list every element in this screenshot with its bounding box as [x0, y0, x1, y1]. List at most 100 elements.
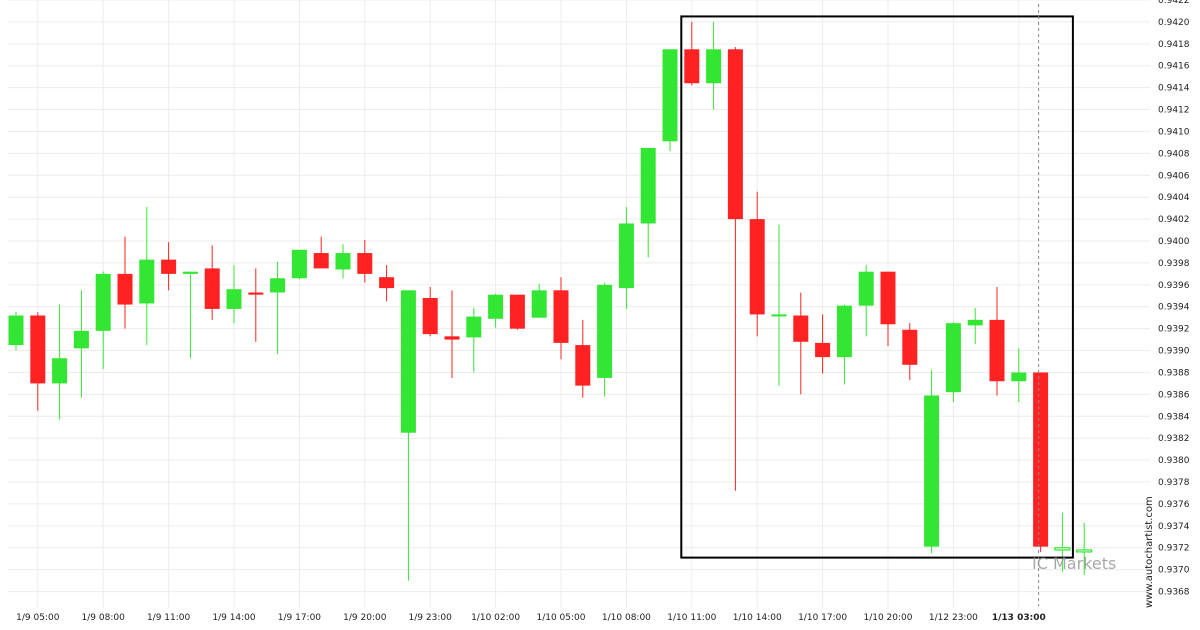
candle — [989, 287, 1005, 396]
y-tick-label: 0.9406 — [1158, 171, 1190, 181]
y-axis: 0.9368 0.9370 0.9372 0.9374 0.9376 0.9378 0.93… — [1158, 0, 1190, 598]
candle — [858, 265, 874, 337]
candle-body — [924, 395, 940, 547]
candle — [531, 283, 547, 318]
y-tick-label: 0.9402 — [1158, 215, 1190, 225]
candle — [836, 304, 852, 385]
y-tick-label: 0.9382 — [1158, 434, 1190, 444]
candle-body — [858, 271, 874, 306]
y-tick-label: 0.9392 — [1158, 325, 1190, 335]
candle-body — [967, 319, 983, 326]
x-tick-label: 1/9 20:00 — [343, 613, 387, 623]
candle-body — [1054, 547, 1071, 551]
candle-body — [662, 49, 678, 142]
candle — [1033, 372, 1049, 553]
candle — [52, 304, 68, 420]
candle-body — [30, 315, 46, 384]
y-tick-label: 0.9414 — [1158, 84, 1190, 94]
x-tick-label: 1/9 11:00 — [147, 613, 191, 623]
x-tick-label: 1/13 03:00 — [992, 613, 1046, 623]
candle-body — [945, 323, 961, 393]
x-tick-label: 1/9 05:00 — [16, 613, 60, 623]
candle — [400, 290, 416, 581]
candle-body — [488, 294, 504, 319]
candle — [880, 271, 896, 347]
candle — [967, 307, 983, 344]
candle-body — [640, 147, 656, 224]
candle — [95, 271, 111, 370]
ic-markets-watermark: IC Markets — [1032, 554, 1116, 573]
candle-body — [1033, 372, 1049, 547]
candle — [662, 49, 678, 152]
candle — [553, 277, 569, 360]
candle — [924, 370, 940, 554]
candle-body — [989, 319, 1005, 382]
candle-body — [553, 290, 569, 343]
candle — [444, 290, 460, 378]
y-tick-label: 0.9380 — [1158, 456, 1190, 466]
x-tick-label: 1/10 11:00 — [667, 613, 716, 623]
candle-body — [444, 336, 460, 340]
candle — [270, 261, 286, 354]
candle-body — [52, 358, 68, 384]
candle-body — [793, 315, 809, 342]
candle-body — [291, 249, 307, 279]
candle — [1076, 522, 1093, 576]
x-tick-label: 1/9 08:00 — [82, 613, 126, 623]
candle-body — [226, 289, 242, 309]
candle-body — [880, 271, 896, 325]
x-tick-label: 1/9 14:00 — [212, 613, 256, 623]
y-tick-label: 0.9396 — [1158, 281, 1190, 291]
x-tick-label: 1/10 08:00 — [602, 613, 651, 623]
candle-body — [8, 315, 24, 346]
candle — [749, 191, 765, 337]
candle-body — [618, 223, 634, 289]
y-tick-label: 0.9374 — [1158, 522, 1190, 532]
y-tick-label: 0.9398 — [1158, 259, 1190, 269]
candle — [117, 236, 133, 329]
candle — [727, 47, 743, 491]
candle — [1011, 348, 1027, 403]
candle — [422, 287, 438, 337]
y-tick-label: 0.9370 — [1158, 566, 1190, 576]
candle-body — [73, 330, 89, 349]
candle-body — [139, 259, 155, 304]
candle-body — [95, 273, 111, 331]
candle — [313, 236, 329, 269]
x-tick-label: 1/10 14:00 — [733, 613, 782, 623]
candle-body — [1011, 372, 1027, 382]
candle-body — [575, 345, 591, 386]
x-tick-label: 1/10 02:00 — [471, 613, 520, 623]
candle-body — [335, 253, 351, 270]
candle-body — [749, 219, 765, 315]
pattern-highlight-box — [680, 15, 1074, 559]
y-tick-label: 0.9372 — [1158, 544, 1190, 554]
chart-grid — [8, 0, 1150, 608]
y-tick-label: 0.9418 — [1158, 40, 1190, 50]
x-tick-label: 1/9 23:00 — [409, 613, 453, 623]
candle-body — [509, 294, 525, 329]
candle-body — [466, 316, 482, 338]
candle-body — [836, 305, 852, 358]
candle-body — [815, 342, 831, 358]
candle — [793, 292, 809, 395]
y-tick-label: 0.9404 — [1158, 193, 1190, 203]
autochartist-url-text: www.autochartist.com — [1144, 496, 1155, 608]
candle — [204, 245, 220, 320]
candle — [509, 294, 525, 330]
candle-body — [597, 284, 613, 378]
y-tick-label: 0.9420 — [1158, 18, 1190, 28]
x-tick-label: 1/9 17:00 — [278, 613, 322, 623]
y-tick-label: 0.9378 — [1158, 478, 1190, 488]
candle — [618, 207, 634, 309]
candle-body — [248, 292, 264, 295]
y-tick-label: 0.9384 — [1158, 412, 1190, 422]
candle — [161, 242, 177, 291]
candle — [379, 265, 395, 302]
candle-body — [400, 290, 416, 433]
candle-body — [902, 329, 918, 365]
y-tick-label: 0.9394 — [1158, 303, 1190, 313]
candle — [488, 293, 504, 328]
candle — [182, 271, 198, 359]
